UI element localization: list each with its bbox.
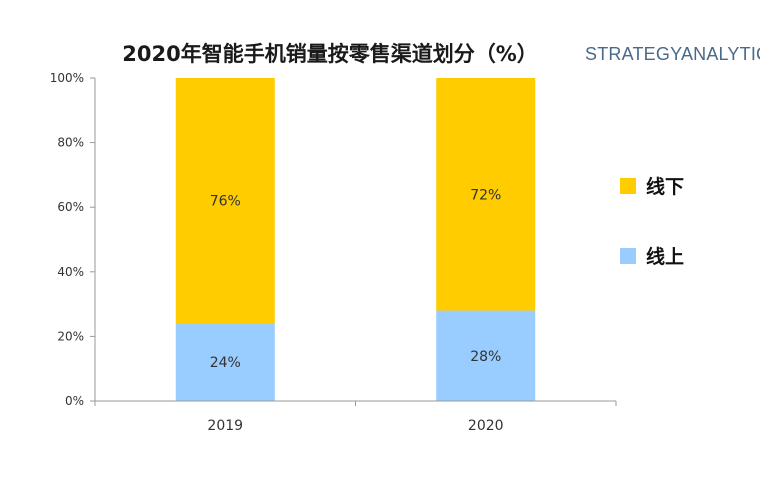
x-tick-label: 2019 [207, 418, 243, 434]
y-tick-label: 100% [50, 71, 84, 85]
bar-online-2020 [436, 310, 536, 401]
y-tick-label: 20% [57, 329, 84, 343]
x-tick-label: 2020 [468, 418, 504, 434]
data-label-online-2020: 28% [470, 349, 501, 365]
data-label-offline-2019: 76% [210, 194, 241, 210]
data-label-offline-2020: 72% [470, 187, 501, 203]
legend-item-online: 线上 [620, 242, 684, 269]
legend-label-online: 线上 [646, 246, 685, 268]
y-tick-label: 60% [57, 200, 84, 214]
data-label-online-2019: 24% [210, 355, 241, 371]
legend-swatch-offline [620, 177, 636, 194]
legend-swatch-online [620, 247, 636, 264]
bar-online-2019 [175, 323, 275, 401]
legend-item-offline: 线下 [620, 172, 684, 199]
brand-logo: STRATEGYANALYTICS [585, 44, 760, 64]
bar-offline-2019 [175, 78, 275, 324]
bar-offline-2020 [436, 78, 536, 311]
y-tick-label: 40% [57, 265, 84, 279]
chart-title: 2020年智能手机销量按零售渠道划分（%） [122, 42, 538, 66]
y-tick-label: 0% [65, 394, 84, 408]
y-tick-label: 80% [57, 136, 84, 150]
legend-label-offline: 线下 [646, 176, 685, 198]
